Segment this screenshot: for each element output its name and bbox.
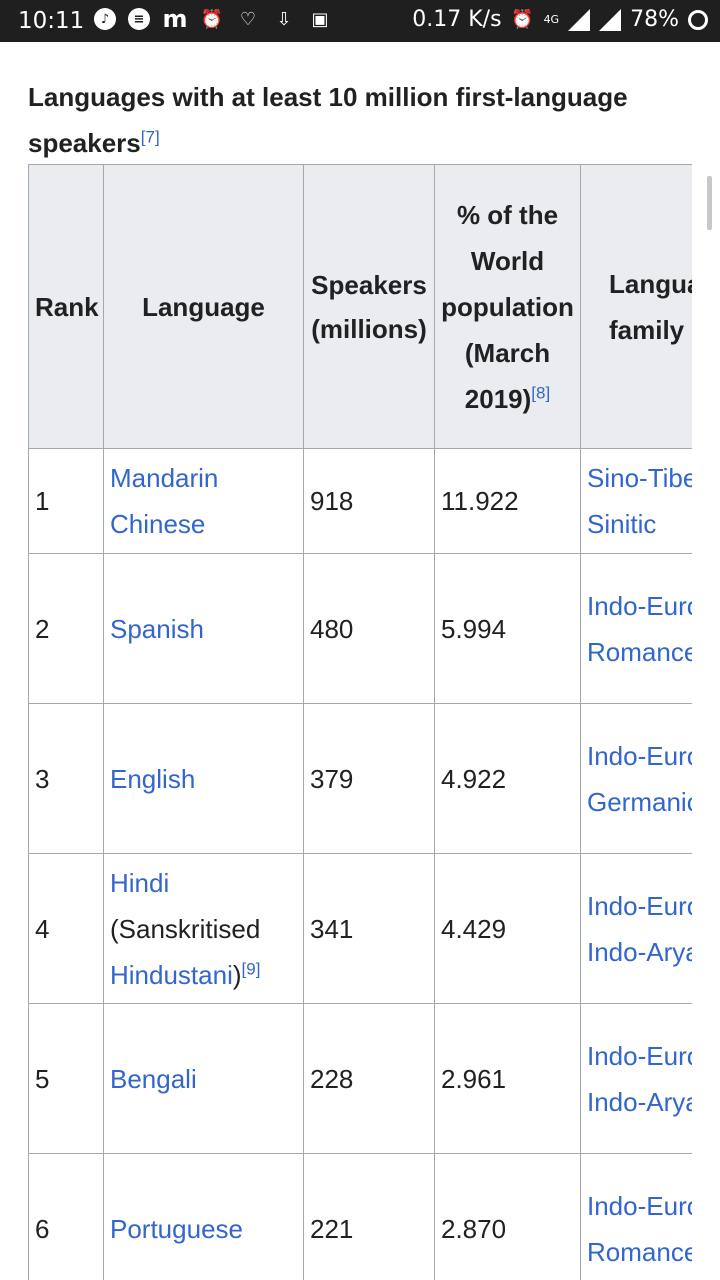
family-link[interactable]: Sino-Tibetan [587,463,692,493]
cell-speakers: 480 [303,553,435,704]
table-row: 2 Spanish 480 5.994 Indo-European Romance [28,553,692,704]
cell-family: Indo-European Indo-Aryan [580,853,692,1004]
caption-ref-link[interactable]: [7] [140,127,160,147]
header-family[interactable]: Language family Branch [580,164,692,449]
language-link[interactable]: Spanish [110,613,204,644]
branch-link[interactable]: Indo-Aryan [587,936,692,967]
table-row: 5 Bengali 228 2.961 Indo-European Indo-Ar… [28,1003,692,1154]
family-link[interactable]: Indo-European [587,740,692,771]
caption-title: Languages with at least 10 million first… [28,82,628,158]
table-caption: Languages with at least 10 million first… [28,74,668,166]
notification-icons: ♪ ≡ m ⏰ ♡ ⇩ ▣ [94,5,332,33]
language-link-2[interactable]: Hindustani [110,959,233,990]
cell-language: Spanish [103,553,304,704]
music-icon: ♪ [94,8,116,30]
table-row: 6 Portuguese 221 2.870 Indo-European Roma… [28,1153,692,1280]
cell-rank: 6 [28,1153,104,1280]
cell-family: Indo-European Germanic [580,703,692,854]
network-type: 4G [543,13,560,26]
vertical-scrollbar[interactable] [707,176,712,230]
language-link[interactable]: Bengali [110,1063,197,1094]
table-scroll-container[interactable]: Rank Language Speakers (millions) % of t… [28,164,692,1280]
cell-language: English [103,703,304,854]
download-icon: ⇩ [276,8,292,30]
heart-icon: ♡ [239,8,257,30]
branch-link[interactable]: Indo-Aryan [587,1086,692,1117]
cell-speakers: 221 [303,1153,435,1280]
cell-percent: 4.429 [434,853,581,1004]
header-row: Rank Language Speakers (millions) % of t… [28,164,692,449]
cell-family: Indo-European Romance [580,1153,692,1280]
family-link[interactable]: Indo-European [587,1190,692,1221]
percent-ref-link[interactable]: [8] [531,382,551,402]
alarm-clock-icon: ⏰ [511,9,534,30]
cell-speakers: 341 [303,853,435,1004]
language-link[interactable]: English [110,763,196,794]
header-percent[interactable]: % of the World population (March 2019)[8… [434,164,581,449]
cell-speakers: 918 [303,448,435,554]
cell-percent: 4.922 [434,703,581,854]
language-link[interactable]: Portuguese [110,1213,243,1244]
status-right: 0.17 K/s ⏰ 4G 78% [412,7,708,32]
signal-icon-2 [599,8,622,31]
table-row: 3 English 379 4.922 Indo-European Germani… [28,703,692,854]
cell-language: Portuguese [103,1153,304,1280]
status-time: 10:11 [18,8,85,34]
sim-icon: ▣ [311,8,329,30]
cell-percent: 5.994 [434,553,581,704]
family-link[interactable]: Indo-European [587,590,692,621]
cell-language: Mandarin Chinese [103,448,304,554]
language-note: (Sanskritised [110,913,261,944]
cell-rank: 4 [28,853,104,1004]
table-row: 1 Mandarin Chinese 918 11.922 Sino-Tibet… [28,448,692,554]
m-app-icon: m [162,5,188,33]
language-link[interactable]: Mandarin Chinese [110,463,219,539]
battery-icon [688,9,708,30]
family-link[interactable]: Indo-European [587,1040,692,1071]
cell-rank: 2 [28,553,104,704]
cell-family: Indo-European Romance [580,553,692,704]
language-ref-link[interactable]: [9] [241,958,261,978]
net-speed: 0.17 K/s [412,7,502,32]
cell-rank: 3 [28,703,104,854]
cell-speakers: 228 [303,1003,435,1154]
cell-family: Indo-European Indo-Aryan [580,1003,692,1154]
battery-percent: 78% [630,7,679,32]
language-link[interactable]: Hindi [110,867,170,898]
cell-percent: 2.870 [434,1153,581,1280]
header-speakers[interactable]: Speakers (millions) [303,164,435,449]
status-bar: 10:11 ♪ ≡ m ⏰ ♡ ⇩ ▣ 0.17 K/s ⏰ 4G 78% [0,0,720,42]
branch-link[interactable]: Germanic [587,786,692,817]
cell-language: Bengali [103,1003,304,1154]
cell-percent: 2.961 [434,1003,581,1154]
cell-percent: 11.922 [434,448,581,554]
header-rank[interactable]: Rank [28,164,104,449]
table-row: 4 Hindi (Sanskritised Hindustani)[9] 341 4… [28,853,692,1004]
signal-icon [568,8,591,31]
branch-link[interactable]: Romance [587,636,692,667]
cell-language: Hindi (Sanskritised Hindustani)[9] [103,853,304,1004]
cell-family: Sino-Tibetan Sinitic [580,448,692,554]
alarm-icon: ⏰ [200,8,224,30]
languages-table: Rank Language Speakers (millions) % of t… [28,164,692,1280]
message-icon: ≡ [128,8,150,30]
cell-rank: 1 [28,448,104,554]
cell-speakers: 379 [303,703,435,854]
header-language[interactable]: Language [103,164,304,449]
cell-rank: 5 [28,1003,104,1154]
family-link[interactable]: Indo-European [587,890,692,921]
branch-link[interactable]: Sinitic [587,509,657,539]
branch-link[interactable]: Romance [587,1236,692,1267]
